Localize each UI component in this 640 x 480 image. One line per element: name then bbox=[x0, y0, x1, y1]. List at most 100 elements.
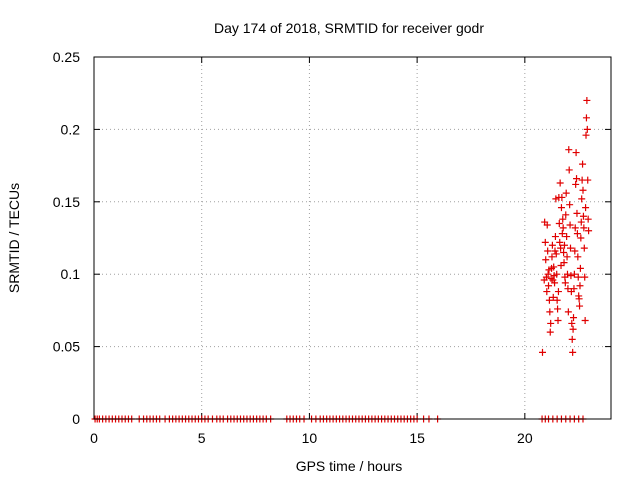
data-point bbox=[578, 195, 586, 203]
data-points bbox=[91, 96, 593, 423]
data-point bbox=[560, 259, 568, 267]
data-point bbox=[546, 328, 554, 336]
data-point bbox=[571, 224, 579, 232]
data-point bbox=[559, 224, 567, 232]
x-tick-label: 5 bbox=[198, 430, 206, 446]
data-point bbox=[551, 279, 559, 287]
data-point bbox=[543, 288, 551, 296]
plot-frame bbox=[93, 56, 612, 420]
data-point bbox=[573, 209, 581, 217]
data-point bbox=[558, 193, 566, 201]
x-axis-label: GPS time / hours bbox=[296, 458, 403, 474]
data-point bbox=[569, 348, 577, 356]
data-point bbox=[584, 176, 592, 184]
data-point bbox=[573, 175, 581, 183]
data-point bbox=[552, 250, 560, 258]
data-point bbox=[559, 215, 567, 223]
data-point bbox=[550, 263, 558, 271]
data-point bbox=[581, 273, 589, 281]
data-point bbox=[582, 131, 590, 139]
data-point bbox=[542, 256, 550, 264]
data-point bbox=[570, 314, 578, 322]
data-point bbox=[568, 319, 576, 327]
data-point bbox=[575, 295, 583, 303]
data-point bbox=[554, 288, 562, 296]
data-point bbox=[541, 238, 549, 246]
data-point bbox=[585, 227, 593, 235]
y-tick-label: 0.15 bbox=[53, 194, 80, 210]
data-point bbox=[562, 211, 570, 219]
data-point bbox=[580, 244, 588, 252]
data-point bbox=[563, 233, 571, 241]
data-point bbox=[567, 272, 575, 280]
data-point bbox=[546, 308, 554, 316]
data-point bbox=[582, 114, 590, 122]
x-tick-label: 20 bbox=[517, 430, 533, 446]
data-point bbox=[538, 348, 546, 356]
data-point bbox=[576, 282, 584, 290]
data-point bbox=[548, 253, 556, 261]
data-point bbox=[557, 244, 565, 252]
data-point bbox=[544, 270, 552, 278]
data-point bbox=[570, 285, 578, 293]
chart-title: Day 174 of 2018, SRMTID for receiver god… bbox=[214, 20, 484, 36]
data-point bbox=[554, 317, 562, 325]
data-point bbox=[571, 247, 579, 255]
data-point bbox=[580, 224, 588, 232]
data-point bbox=[568, 335, 576, 343]
x-tick-label: 15 bbox=[409, 430, 425, 446]
grid-lines bbox=[94, 57, 611, 419]
data-point bbox=[560, 241, 568, 249]
data-point bbox=[557, 204, 565, 212]
data-point bbox=[567, 244, 575, 252]
y-axis-label: SRMTID / TECUs bbox=[6, 183, 22, 293]
data-point bbox=[545, 296, 553, 304]
data-point bbox=[579, 186, 587, 194]
data-point bbox=[576, 264, 584, 272]
x-tick-labels: 0 5 10 15 20 bbox=[90, 430, 533, 446]
data-point bbox=[560, 248, 568, 256]
data-point bbox=[574, 273, 582, 281]
data-point bbox=[584, 215, 592, 223]
data-point bbox=[552, 195, 560, 203]
data-point bbox=[545, 282, 553, 290]
y-tick-label: 0.05 bbox=[53, 339, 80, 355]
data-point bbox=[579, 160, 587, 168]
data-point bbox=[572, 149, 580, 157]
y-tick-label: 0.1 bbox=[61, 266, 81, 282]
data-point bbox=[553, 270, 561, 278]
y-tick-label: 0.2 bbox=[61, 121, 81, 137]
data-point bbox=[583, 125, 591, 133]
data-point bbox=[579, 212, 587, 220]
data-point bbox=[565, 166, 573, 174]
data-point bbox=[562, 189, 570, 197]
data-point bbox=[563, 270, 571, 278]
data-point bbox=[577, 234, 585, 242]
data-point bbox=[566, 201, 574, 209]
x-tick-label: 0 bbox=[90, 430, 98, 446]
x-tick-label: 10 bbox=[302, 430, 318, 446]
axis-ticks bbox=[93, 56, 611, 420]
data-point bbox=[566, 221, 574, 229]
data-point bbox=[563, 253, 571, 261]
data-point bbox=[574, 253, 582, 261]
data-point bbox=[561, 279, 569, 287]
data-point bbox=[544, 247, 552, 255]
data-point bbox=[564, 308, 572, 316]
data-point bbox=[573, 230, 581, 238]
data-point bbox=[565, 146, 573, 154]
data-point bbox=[583, 96, 591, 104]
data-point bbox=[551, 233, 559, 241]
data-point bbox=[572, 180, 580, 188]
data-point bbox=[554, 305, 562, 313]
data-point bbox=[581, 317, 589, 325]
data-point bbox=[582, 204, 590, 212]
data-point bbox=[547, 319, 555, 327]
data-point bbox=[549, 293, 557, 301]
data-point bbox=[556, 179, 564, 187]
data-point bbox=[576, 302, 584, 310]
data-point bbox=[577, 218, 585, 226]
data-point bbox=[569, 325, 577, 333]
data-point bbox=[556, 238, 564, 246]
